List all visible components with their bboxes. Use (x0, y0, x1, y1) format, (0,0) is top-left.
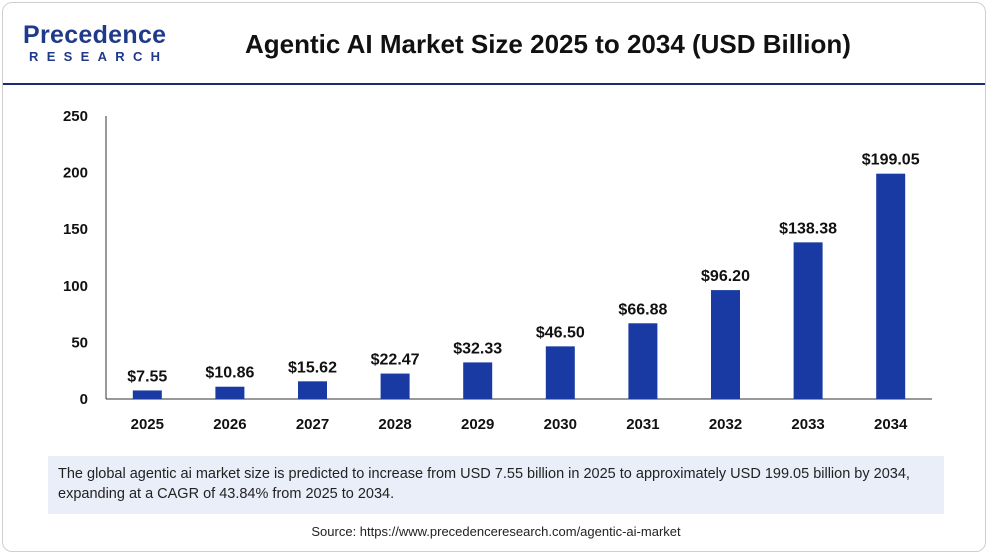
bar (463, 362, 493, 399)
x-tick-label: 2025 (131, 416, 164, 433)
data-label: $10.86 (205, 365, 254, 382)
x-tick-label: 2030 (544, 416, 577, 433)
brand-logo: Precedence RESEARCH (23, 21, 173, 71)
x-tick-label: 2027 (296, 416, 329, 433)
y-tick-label: 250 (63, 108, 88, 125)
data-label: $96.20 (701, 268, 750, 285)
bar (876, 173, 906, 399)
data-label: $138.38 (779, 220, 837, 237)
chart-title: Agentic AI Market Size 2025 to 2034 (USD… (245, 29, 851, 59)
summary-note: The global agentic ai market size is pre… (48, 456, 944, 514)
x-tick-label: 2032 (709, 416, 742, 433)
data-label: $32.33 (453, 340, 502, 357)
x-tick-label: 2031 (626, 416, 659, 433)
source-citation: Source: https://www.precedenceresearch.c… (311, 524, 681, 539)
data-label: $7.55 (127, 368, 167, 385)
data-label: $15.62 (288, 359, 337, 376)
data-label: $199.05 (862, 152, 920, 169)
x-tick-label: 2034 (874, 416, 908, 433)
bar (298, 381, 327, 399)
x-tick-label: 2026 (213, 416, 246, 433)
y-tick-label: 50 (71, 334, 88, 351)
y-tick-label: 150 (63, 221, 88, 238)
logo-wordmark: Precedence (23, 21, 167, 49)
logo-subtext: RESEARCH (29, 49, 169, 64)
bar (215, 386, 245, 399)
bar (793, 242, 823, 399)
bar (132, 390, 162, 399)
y-tick-label: 100 (63, 278, 88, 295)
bar (711, 290, 740, 399)
data-label: $66.88 (618, 301, 667, 318)
bar (380, 373, 410, 399)
y-tick-label: 0 (80, 391, 88, 408)
header-bar: Precedence RESEARCH Agentic AI Market Si… (3, 3, 985, 85)
x-tick-label: 2028 (378, 416, 411, 433)
data-label: $46.50 (536, 324, 585, 341)
bar (628, 323, 658, 399)
x-tick-label: 2029 (461, 416, 494, 433)
bar (545, 346, 575, 399)
data-label: $22.47 (371, 352, 420, 369)
y-tick-label: 200 (63, 165, 88, 182)
x-tick-label: 2033 (791, 416, 824, 433)
